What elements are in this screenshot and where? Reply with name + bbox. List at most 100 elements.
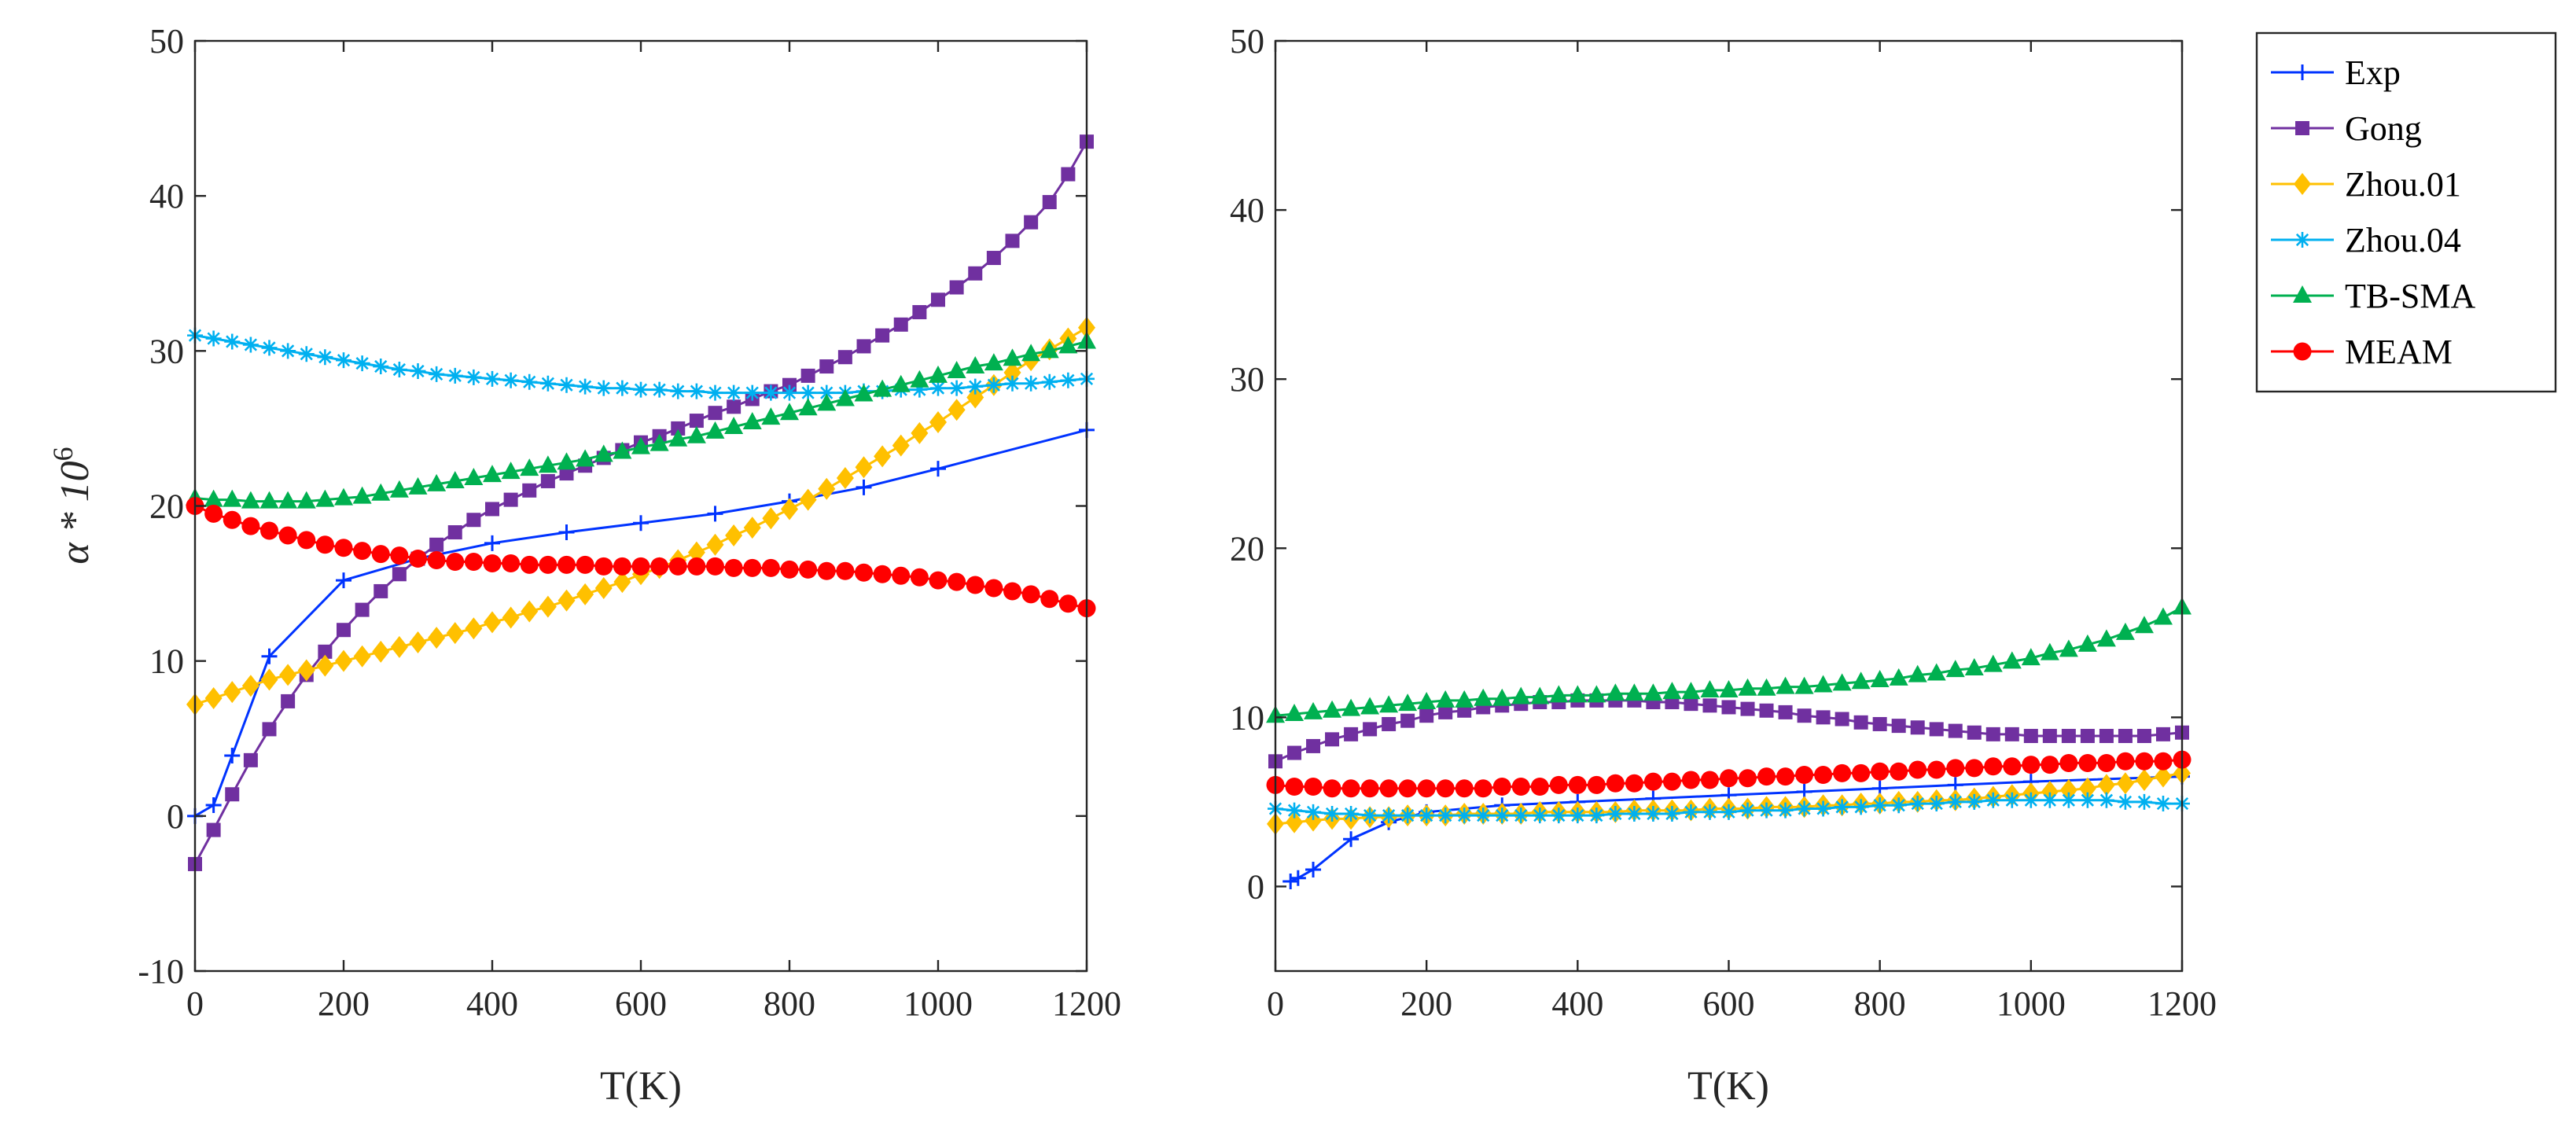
left-data-point-exp [224,747,241,763]
right-data-point-gong [1363,722,1378,737]
left-data-point-tb-sma [538,455,558,473]
right-data-point-meam [1455,779,1474,798]
left-data-point-tb-sma [501,462,521,480]
right-data-point-tb-sma [1813,675,1833,693]
left-data-point-tb-sma [724,416,744,434]
left-data-point-zhou-01 [799,488,817,511]
left-y-axis-title-base: α * 10 [53,461,98,564]
left-data-point-zhou-01 [855,456,873,479]
right-data-point-tb-sma [1606,683,1625,701]
left-data-point-tb-sma [576,449,595,467]
right-data-point-tb-sma [1474,688,1493,706]
left-data-point-zhou-01 [818,477,836,500]
right-data-point-meam [2097,753,2116,772]
left-data-point-gong [466,513,481,528]
left-data-point-tb-sma [334,487,353,506]
legend-entry-tb-sma: TB-SMA [2271,277,2475,315]
left-data-point-zhou-04 [633,381,649,398]
left-data-point-meam [390,546,409,565]
right-data-point-gong [1306,738,1321,753]
right-data-point-zhou-04 [1626,805,1643,822]
left-data-point-zhou-04 [614,380,631,396]
left-data-point-tb-sma [947,360,966,378]
left-data-point-meam [892,566,911,585]
left-y-axis-title-exponent: 6 [47,447,79,461]
right-data-point-gong [1419,708,1434,723]
right-data-point-meam [2003,757,2022,776]
legend-marker-zhou-01 [2294,173,2311,195]
left-data-point-zhou-04 [521,373,538,390]
right-x-axis-title: T(K) [1687,1064,1769,1109]
right-data-point-gong [1816,710,1831,725]
right-data-point-gong [2155,727,2170,741]
right-data-point-meam [1757,767,1776,786]
left-data-point-gong [429,537,444,552]
left-series-line-exp [194,429,1087,818]
left-data-point-zhou-04 [1041,373,1058,390]
right-data-point-meam [1739,769,1757,788]
right-data-point-gong [1287,745,1302,760]
right-data-layer [1266,597,2191,889]
left-data-point-meam [929,571,948,590]
right-data-point-meam [1587,775,1606,794]
left-data-point-zhou-01 [836,467,854,490]
left-data-point-gong [875,328,890,343]
left-data-point-zhou-01 [687,541,705,564]
left-data-point-zhou-04 [502,372,519,388]
right-ticks-layer: 0 200 400 600 800 1000 1200 0 10 20 30 40 50 [1230,22,2217,1023]
right-data-point-zhou-04 [2117,793,2133,810]
left-data-point-zhou-01 [353,645,371,668]
left-data-point-gong [819,359,834,374]
left-data-point-meam [743,558,762,577]
left-y-tick-label: 10 [149,642,184,681]
left-data-point-zhou-04 [261,340,278,356]
right-x-tick-label: 1200 [2147,984,2217,1023]
left-data-point-tb-sma [873,379,892,397]
right-data-point-zhou-04 [1362,807,1378,824]
right-data-point-zhou-04 [1437,807,1454,824]
left-data-point-exp [336,572,351,589]
left-data-point-meam [1021,585,1040,604]
left-data-point-exp [205,797,222,814]
left-data-point-zhou-04 [373,359,389,375]
right-data-point-gong [1344,727,1359,741]
right-data-point-gong [1721,700,1736,715]
left-data-point-meam [650,557,669,576]
left-y-tick-label: 30 [149,332,184,370]
right-data-point-zhou-01 [2116,772,2134,795]
left-data-point-meam [799,560,818,579]
left-data-point-meam [223,510,241,529]
left-data-point-meam [594,557,613,576]
left-data-point-meam [873,565,892,583]
left-data-point-gong [559,466,574,481]
right-data-point-tb-sma [1568,685,1588,703]
right-data-point-zhou-04 [2004,792,2020,808]
right-data-point-meam [1341,779,1360,798]
left-data-point-meam [910,568,929,587]
left-data-point-zhou-04 [651,381,668,398]
left-data-point-tb-sma [1040,340,1059,359]
left-data-point-gong [355,602,370,617]
legend-marker-exp [2294,64,2310,80]
right-data-point-zhou-04 [1645,805,1662,822]
right-data-point-tb-sma [1945,660,1965,678]
left-data-point-zhou-04 [410,362,426,379]
left-data-point-tb-sma [408,476,428,495]
right-data-point-tb-sma [1908,664,1927,682]
right-data-point-zhou-01 [2154,765,2172,788]
left-data-point-tb-sma [1058,336,1078,354]
left-data-point-zhou-04 [726,384,742,401]
right-data-point-meam [2154,752,2173,771]
right-data-point-gong [1778,704,1793,719]
right-data-point-zhou-01 [2078,777,2096,800]
right-data-point-meam [1662,772,1681,791]
left-data-point-meam [706,557,724,576]
left-data-point-meam [948,572,966,591]
right-data-point-meam [1285,778,1304,796]
right-data-point-zhou-04 [1305,804,1322,820]
left-data-point-zhou-04 [577,378,594,395]
left-data-point-zhou-01 [539,595,557,618]
left-data-point-exp [930,461,946,477]
left-data-point-tb-sma [854,384,874,402]
right-data-point-zhou-04 [1456,807,1473,824]
